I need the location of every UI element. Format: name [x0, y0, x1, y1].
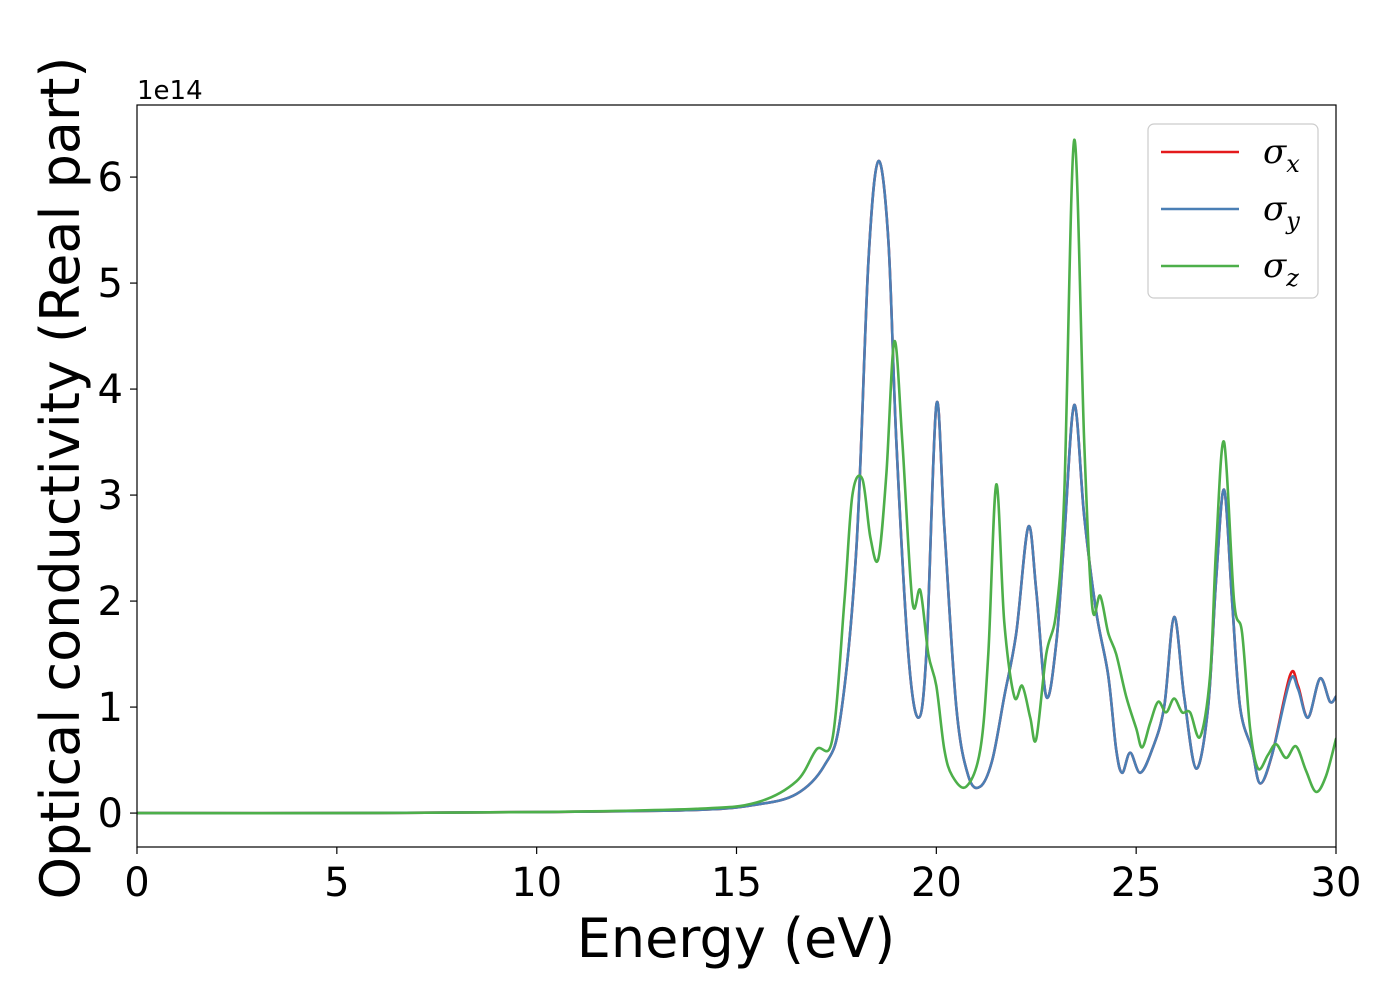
x-axis-label: Energy (eV): [577, 907, 896, 970]
y-tick-label: 6: [98, 155, 123, 201]
x-tick-label: 25: [1111, 860, 1162, 906]
y-tick-label: 2: [98, 579, 123, 625]
x-tick-label: 0: [124, 860, 149, 906]
plot-area: [137, 105, 1336, 847]
y-tick-label: 0: [98, 791, 123, 837]
legend: σx σy σz: [1147, 123, 1319, 299]
series-layer: [137, 138, 1336, 815]
y-tick-label: 3: [98, 473, 123, 519]
x-tick-label: 30: [1311, 860, 1362, 906]
y-tick-label: 5: [98, 261, 123, 307]
series-line-z: [137, 138, 1336, 815]
legend-label-y: σy: [1263, 189, 1300, 235]
x-tick-label: 15: [711, 860, 762, 906]
x-tick-label: 5: [324, 860, 349, 906]
x-axis-ticks: 0 5 10 15 20 25 30: [124, 847, 1361, 906]
y-axis-ticks: 0 1 2 3 4 5 6: [98, 155, 137, 837]
x-tick-label: 20: [911, 860, 962, 906]
y-axis-label: Optical conductivity (Real part): [29, 57, 92, 900]
legend-label-x: σx: [1263, 132, 1300, 178]
legend-label-z: σz: [1263, 246, 1299, 292]
legend-box: [1147, 123, 1319, 299]
x-tick-label: 10: [511, 860, 562, 906]
y-tick-label: 1: [98, 685, 123, 731]
y-offset-label: 1e14: [137, 76, 203, 106]
y-tick-label: 4: [98, 367, 123, 413]
series-line-y: [137, 159, 1336, 815]
